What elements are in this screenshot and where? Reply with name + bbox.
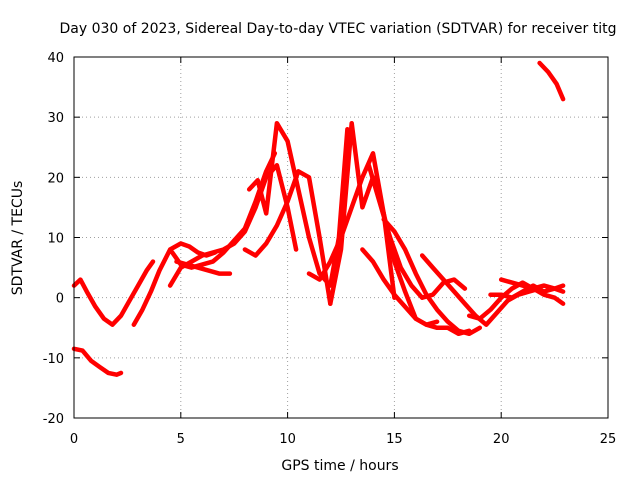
x-tick-label: 0 <box>70 432 78 447</box>
y-tick-label: 40 <box>47 51 64 66</box>
x-tick-label: 25 <box>600 432 617 447</box>
y-tick-label: 10 <box>47 232 64 247</box>
x-axis-label: GPS time / hours <box>281 458 398 474</box>
series-arc-18 <box>537 60 566 102</box>
plot-frame <box>73 56 609 419</box>
series-arc-1 <box>71 259 156 327</box>
x-tick-label: 10 <box>279 432 296 447</box>
x-tick-label: 5 <box>177 432 185 447</box>
y-tick-label: 30 <box>47 111 64 126</box>
axis-ticks: 0 5 10 15 20 25 -20 -10 0 10 20 30 40 <box>43 51 617 447</box>
series-arc-17 <box>498 277 566 294</box>
x-tick-label: 20 <box>493 432 510 447</box>
x-tick-label: 15 <box>386 432 403 447</box>
y-tick-label: 20 <box>47 171 64 186</box>
y-tick-label: 0 <box>56 292 64 307</box>
series-arc-2 <box>71 346 124 377</box>
chart-title: Day 030 of 2023, Sidereal Day-to-day VTE… <box>60 21 617 37</box>
series-arc-13 <box>360 247 472 337</box>
series-arc-8 <box>246 120 350 288</box>
series-arc-7 <box>242 169 333 306</box>
y-axis-label: SDTVAR / TECUs <box>10 181 26 296</box>
series-arc-9 <box>306 151 397 300</box>
grid-layer <box>74 57 608 418</box>
y-tick-label: -20 <box>43 412 64 427</box>
y-tick-label: -10 <box>43 352 64 367</box>
series-layer <box>71 60 566 377</box>
series-arc-6 <box>174 259 233 276</box>
